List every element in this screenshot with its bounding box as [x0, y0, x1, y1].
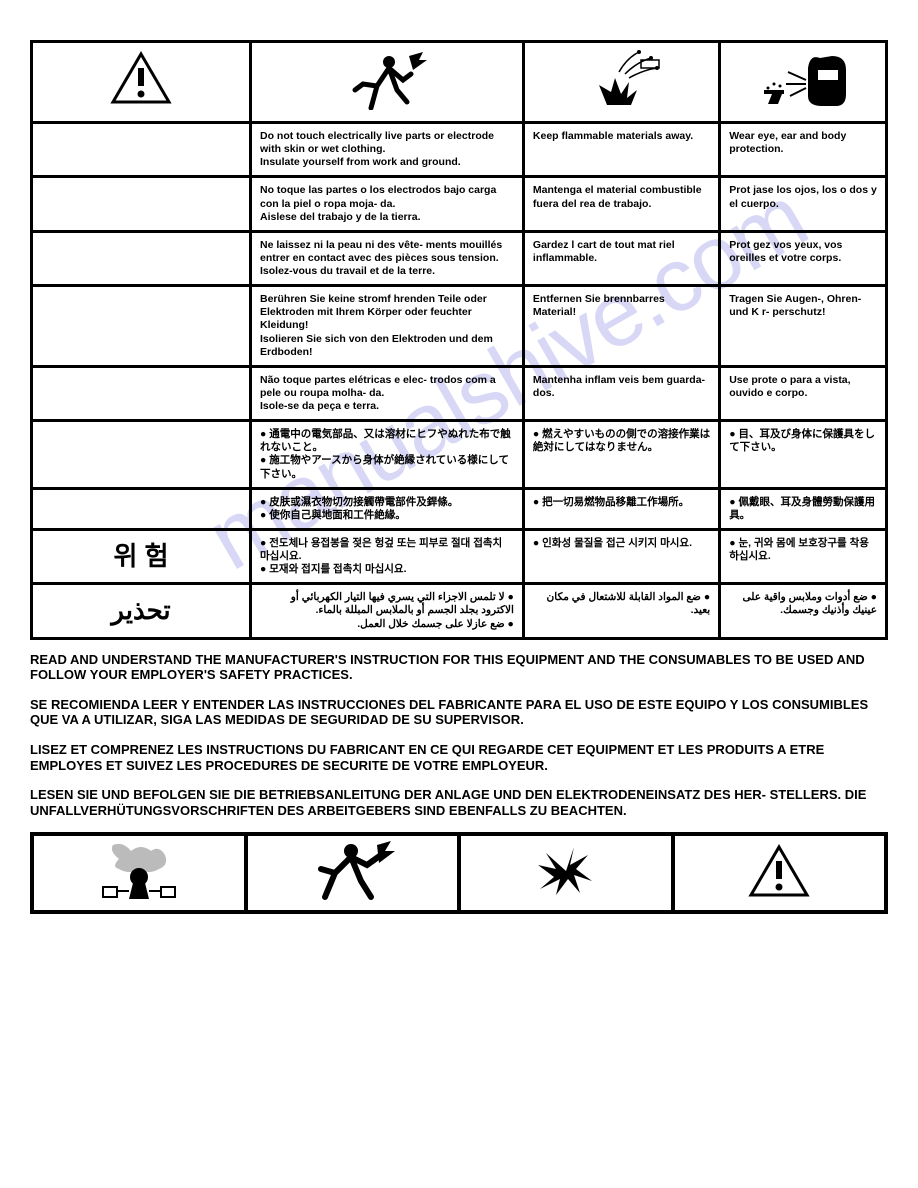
instruction-paragraphs: READ AND UNDERSTAND THE MANUFACTURER'S I… — [30, 652, 888, 819]
cell: ● ضع أدوات وملابس واقية على عينيك وأذنيك… — [720, 584, 887, 638]
cell: ● 通電中の電気部品、又は溶材にヒフやぬれた布で触れないこと。● 施工物やアース… — [251, 421, 524, 489]
cell: ● 인화성 물질을 접근 시키지 마시요. — [523, 529, 719, 583]
cell: ● 皮肤或濕衣物切勿接觸帶電部件及銲條。● 使你自己與地面和工件絶緣。 — [251, 488, 524, 529]
cell: Tragen Sie Augen-, Ohren- und K r- persc… — [720, 286, 887, 367]
fumes-ventilation-icon — [89, 841, 189, 901]
bottom-icon-fumes — [32, 834, 246, 912]
row-label-0 — [32, 123, 251, 177]
row-label-3 — [32, 286, 251, 367]
warning-triangle-icon — [747, 843, 811, 899]
bottom-icon-moving — [459, 834, 673, 912]
icon-cell-explosion — [523, 42, 719, 123]
cell: ● 전도체나 용접봉을 젖은 헝겊 또는 피부로 절대 접촉치 마십시요.● 모… — [251, 529, 524, 583]
cell: Mantenha inflam veis bem guarda- dos. — [523, 366, 719, 420]
row-fr: Ne laissez ni la peau ni des vête- ments… — [32, 231, 887, 285]
moving-parts-icon — [526, 841, 606, 901]
cell: Ne laissez ni la peau ni des vête- ments… — [251, 231, 524, 285]
cell: ● 눈, 귀와 몸에 보호장구를 착용하십시요. — [720, 529, 887, 583]
safety-table: Do not touch electrically live parts or … — [30, 40, 888, 640]
cell: Do not touch electrically live parts or … — [251, 123, 524, 177]
row-label-5 — [32, 421, 251, 489]
bottom-icon-warning — [673, 834, 887, 912]
cell: Não toque partes elétricas e elec- trodo… — [251, 366, 524, 420]
para-fr: LISEZ ET COMPRENEZ LES INSTRUCTIONS DU F… — [30, 742, 888, 773]
cell: No toque las partes o los electrodos baj… — [251, 177, 524, 231]
para-de: LESEN SIE UND BEFOLGEN SIE DIE BETRIEBSA… — [30, 787, 888, 818]
icon-cell-warning — [32, 42, 251, 123]
row-es: No toque las partes o los electrodos baj… — [32, 177, 887, 231]
row-en: Do not touch electrically live parts or … — [32, 123, 887, 177]
para-es: SE RECOMIENDA LEER Y ENTENDER LAS INSTRU… — [30, 697, 888, 728]
cell: Wear eye, ear and body protection. — [720, 123, 887, 177]
row-zh: ● 皮肤或濕衣物切勿接觸帶電部件及銲條。● 使你自己與地面和工件絶緣。 ● 把一… — [32, 488, 887, 529]
row-de: Berühren Sie keine stromf hrenden Teile … — [32, 286, 887, 367]
cell: Keep flammable materials away. — [523, 123, 719, 177]
cell: Entfernen Sie brennbarres Material! — [523, 286, 719, 367]
warning-triangle-icon — [109, 50, 173, 106]
cell: Prot jase los ojos, los o dos y el cuerp… — [720, 177, 887, 231]
row-label-6 — [32, 488, 251, 529]
cell: ● 把一切易燃物品移離工作場所。 — [523, 488, 719, 529]
row-label-1 — [32, 177, 251, 231]
para-en: READ AND UNDERSTAND THE MANUFACTURER'S I… — [30, 652, 888, 683]
cell: Prot gez vos yeux, vos oreilles et votre… — [720, 231, 887, 285]
cell: Gardez l cart de tout mat riel inflammab… — [523, 231, 719, 285]
icon-cell-shock — [251, 42, 524, 123]
row-label-korean: 위 험 — [32, 529, 251, 583]
cell: Use prote o para a vista, ouvido e corpo… — [720, 366, 887, 420]
cell: Mantenga el material combustible fuera d… — [523, 177, 719, 231]
cell: Berühren Sie keine stromf hrenden Teile … — [251, 286, 524, 367]
row-label-2 — [32, 231, 251, 285]
icon-cell-mask — [720, 42, 887, 123]
row-ar: تحذير ● لا تلمس الاجزاء التي يسري فيها ا… — [32, 584, 887, 638]
row-label-arabic: تحذير — [32, 584, 251, 638]
bottom-icon-shock — [246, 834, 460, 912]
icon-header-row — [32, 42, 887, 123]
row-ja: ● 通電中の電気部品、又は溶材にヒフやぬれた布で触れないこと。● 施工物やアース… — [32, 421, 887, 489]
shock-person-icon — [307, 841, 397, 901]
cell: ● 燃えやすいものの側での溶接作業は絶対にしてはなりません。 — [523, 421, 719, 489]
cell: ● 佩戴眼、耳及身體勞動保護用具。 — [720, 488, 887, 529]
row-ko: 위 험 ● 전도체나 용접봉을 젖은 헝겊 또는 피부로 절대 접촉치 마십시요… — [32, 529, 887, 583]
cell: ● لا تلمس الاجزاء التي يسري فيها التيار … — [251, 584, 524, 638]
cell: ● ضع المواد القابلة للاشتعال في مكان بعي… — [523, 584, 719, 638]
bottom-icon-row — [30, 832, 888, 914]
cell: ● 目、耳及び身体に保護具をして下さい。 — [720, 421, 887, 489]
welding-mask-icon — [758, 50, 848, 110]
row-pt: Não toque partes elétricas e elec- trodo… — [32, 366, 887, 420]
electric-shock-icon — [347, 50, 427, 110]
row-label-4 — [32, 366, 251, 420]
explosion-sparks-icon — [577, 50, 667, 110]
